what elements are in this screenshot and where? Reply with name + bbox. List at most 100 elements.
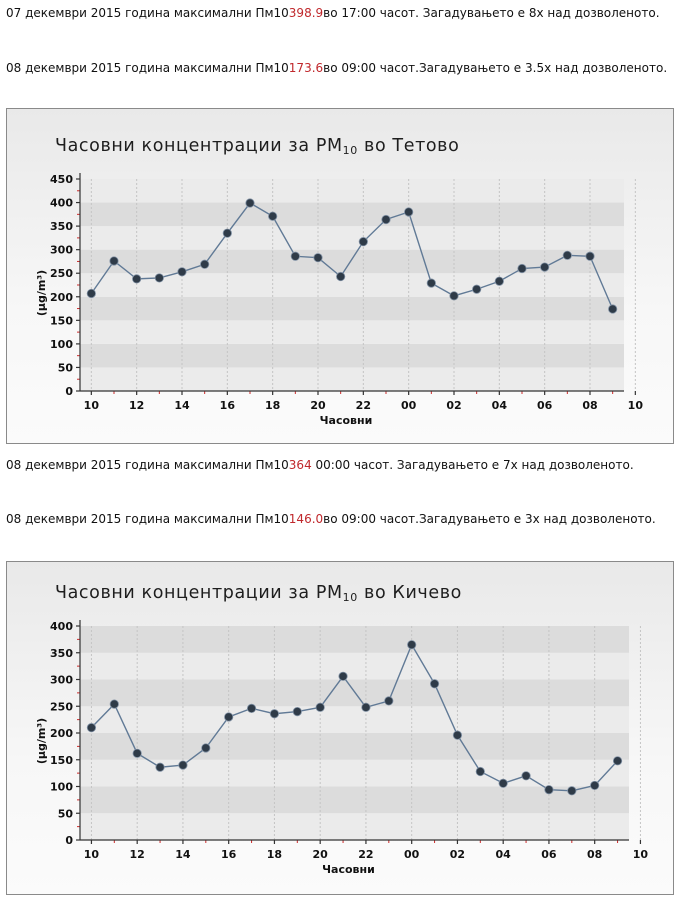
data-point bbox=[358, 237, 368, 247]
data-point bbox=[384, 696, 394, 706]
data-point bbox=[562, 250, 572, 260]
y-tick-label: 100 bbox=[50, 781, 73, 794]
grid-band bbox=[80, 202, 624, 227]
x-tick-label: 02 bbox=[446, 399, 461, 412]
chart-tetovo-svg: Часовни концентрации за PM10 во Тетово 0 5… bbox=[35, 136, 644, 427]
paragraph-text: 08 декември 2015 година максимални Пм10 bbox=[6, 458, 289, 472]
y-tick-label: 250 bbox=[50, 267, 73, 280]
data-point bbox=[475, 766, 485, 777]
grid-band bbox=[80, 249, 624, 274]
grid-band bbox=[80, 367, 624, 391]
data-point bbox=[381, 214, 391, 225]
x-tick-label: 22 bbox=[358, 848, 373, 861]
paragraph-kichevo-second: 08 декември 2015 година максимални Пм101… bbox=[6, 508, 672, 530]
data-point bbox=[109, 699, 119, 709]
x-tick-label: 10 bbox=[633, 848, 649, 861]
x-tick-label: 18 bbox=[267, 848, 282, 861]
data-point bbox=[178, 760, 188, 770]
y-axis-label: (µg/m³) bbox=[35, 718, 48, 764]
x-tick-label: 08 bbox=[587, 848, 602, 861]
x-tick-label: 10 bbox=[84, 399, 100, 412]
y-tick-label: 200 bbox=[50, 291, 73, 304]
x-tick-label: 10 bbox=[84, 848, 100, 861]
y-tick-label: 300 bbox=[50, 244, 73, 257]
y-tick-label: 50 bbox=[58, 807, 74, 820]
x-tick-label: 06 bbox=[541, 848, 557, 861]
y-tick-label: 150 bbox=[50, 754, 73, 767]
x-tick-label: 18 bbox=[265, 399, 280, 412]
paragraph-text: 08 декември 2015 година максимални Пм10 bbox=[6, 61, 289, 75]
grid-band bbox=[80, 179, 624, 203]
data-point bbox=[313, 253, 323, 263]
data-point bbox=[86, 723, 97, 733]
data-point bbox=[521, 771, 531, 781]
paragraph-tetovo-max: 07 декември 2015 година максимални Пм103… bbox=[6, 2, 672, 24]
grid-band bbox=[80, 343, 624, 368]
data-point bbox=[246, 703, 257, 713]
data-point bbox=[498, 778, 508, 788]
data-point bbox=[109, 256, 119, 266]
paragraph-text: 07 декември 2015 година максимални Пм10 bbox=[6, 6, 289, 20]
data-point bbox=[404, 207, 414, 217]
grid-band bbox=[80, 706, 629, 733]
data-point bbox=[612, 756, 623, 766]
x-axis-label: Часовни bbox=[320, 414, 373, 427]
grid-band bbox=[80, 296, 624, 321]
y-tick-label: 350 bbox=[50, 647, 73, 660]
data-point bbox=[154, 273, 164, 283]
paragraph-tetovo-second: 08 декември 2015 година максимални Пм101… bbox=[6, 57, 672, 79]
grid-band bbox=[80, 652, 629, 680]
data-point bbox=[429, 679, 440, 689]
x-tick-label: 20 bbox=[313, 848, 329, 861]
data-point bbox=[245, 198, 255, 208]
data-point bbox=[472, 284, 482, 294]
y-tick-label: 450 bbox=[50, 173, 73, 186]
highlight-value: 364 bbox=[288, 458, 312, 472]
data-point bbox=[407, 640, 417, 650]
data-point bbox=[269, 709, 280, 719]
grid-band bbox=[80, 273, 624, 297]
x-tick-label: 12 bbox=[130, 848, 145, 861]
data-point bbox=[200, 259, 210, 269]
grid-band bbox=[80, 226, 624, 250]
chart-title: Часовни концентрации за PM10 во Тетово bbox=[55, 136, 459, 157]
paragraph-text: 00:00 часот. Загадувањето е 7х над дозво… bbox=[311, 458, 634, 472]
data-point bbox=[177, 267, 187, 277]
highlight-value: 398.9 bbox=[288, 6, 324, 20]
paragraph-text: 08 декември 2015 година максимални Пм10 bbox=[6, 512, 289, 526]
highlight-value: 173.6 bbox=[288, 61, 324, 75]
data-point bbox=[544, 785, 554, 795]
x-tick-label: 22 bbox=[356, 399, 371, 412]
x-tick-label: 04 bbox=[492, 399, 508, 412]
data-point bbox=[540, 262, 550, 272]
data-point bbox=[224, 712, 234, 722]
data-point bbox=[338, 671, 348, 681]
grid-band bbox=[80, 813, 629, 840]
data-point bbox=[608, 304, 618, 314]
y-tick-label: 100 bbox=[50, 338, 73, 351]
chart-kichevo-svg: Часовни концентрации за PM10 во Кичево 0 5… bbox=[35, 583, 649, 876]
y-tick-label: 250 bbox=[50, 700, 73, 713]
data-point bbox=[222, 228, 232, 238]
data-point bbox=[292, 707, 302, 717]
y-tick-label: 200 bbox=[50, 727, 73, 740]
grid-band bbox=[80, 320, 624, 344]
data-point bbox=[290, 251, 300, 261]
data-point bbox=[315, 702, 325, 712]
x-tick-label: 00 bbox=[401, 399, 417, 412]
data-point bbox=[426, 278, 436, 288]
x-tick-label: 08 bbox=[582, 399, 597, 412]
highlight-value: 146.0 bbox=[288, 512, 324, 526]
data-point bbox=[494, 276, 504, 286]
y-tick-label: 400 bbox=[50, 620, 73, 633]
data-point bbox=[590, 780, 600, 791]
paragraph-kichevo-max: 08 декември 2015 година максимални Пм103… bbox=[6, 454, 672, 476]
data-point bbox=[132, 748, 142, 758]
data-point bbox=[132, 274, 142, 284]
x-tick-label: 10 bbox=[628, 399, 644, 412]
x-tick-label: 16 bbox=[221, 848, 237, 861]
y-tick-label: 50 bbox=[58, 361, 74, 374]
chart-tetovo: Часовни концентрации за PM10 во Тетово 0 5… bbox=[6, 108, 674, 444]
paragraph-text: во 17:00 часот. Загадувањето е 8х над до… bbox=[323, 6, 660, 20]
paragraph-text: во 09:00 часот.Загадувањето е 3.5х над д… bbox=[323, 61, 668, 75]
